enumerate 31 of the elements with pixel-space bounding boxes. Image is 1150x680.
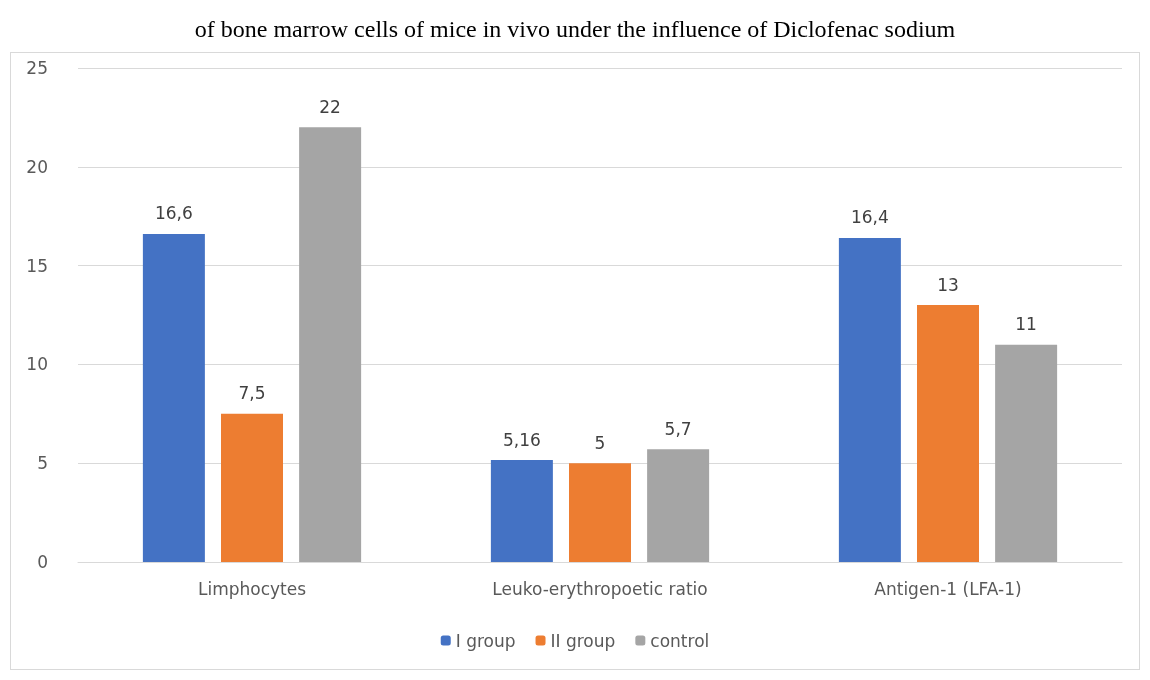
bar (838, 237, 901, 562)
bar (995, 344, 1058, 562)
y-tick-label: 20 (26, 156, 48, 177)
data-label: 16,4 (850, 207, 889, 228)
data-label: 5,16 (502, 429, 541, 450)
bar (569, 463, 631, 562)
x-tick-label: Limphocytes (197, 578, 307, 599)
y-tick-label: 5 (37, 453, 48, 474)
bar (299, 127, 362, 562)
y-tick-label: 0 (37, 552, 48, 572)
bar (142, 233, 205, 562)
data-label: 5,7 (664, 418, 692, 439)
chart-title: of bone marrow cells of mice in vivo under the influence of Diclofenac sodium (194, 16, 956, 42)
x-tick-label: Leuko-erythropoetic ratio (492, 578, 708, 599)
data-label: 16,6 (154, 203, 193, 224)
data-label: 22 (319, 96, 341, 117)
bar (490, 460, 553, 562)
legend-label: II group (550, 630, 616, 651)
data-label: 11 (1015, 314, 1037, 335)
x-tick-label: Antigen-1 (LFA-1) (874, 578, 1022, 599)
y-tick-label: 10 (26, 354, 48, 375)
y-tick-label: 15 (26, 255, 48, 276)
bar (647, 449, 710, 562)
legend-label: control (650, 630, 710, 651)
y-tick-label: 25 (26, 58, 48, 78)
bar (917, 305, 979, 562)
data-label: 7,5 (238, 383, 266, 404)
data-label: 13 (937, 274, 959, 295)
data-label: 5 (594, 432, 606, 453)
bar (221, 413, 283, 562)
legend-label: I group (455, 630, 516, 651)
